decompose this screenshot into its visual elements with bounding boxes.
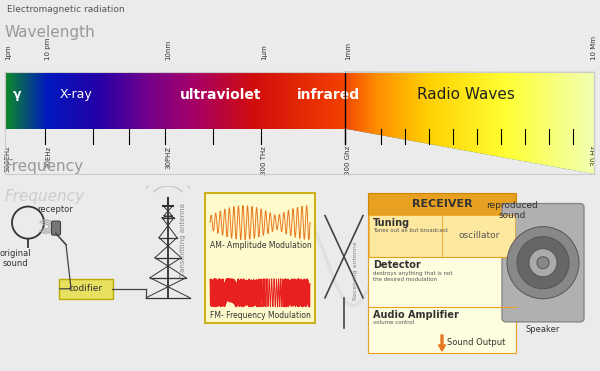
FancyArrow shape <box>439 335 445 351</box>
Text: codifier: codifier <box>69 284 103 293</box>
Text: Transmitting antenna: Transmitting antenna <box>180 203 186 278</box>
FancyBboxPatch shape <box>205 193 315 323</box>
Text: 30EHz: 30EHz <box>45 146 51 168</box>
FancyBboxPatch shape <box>502 204 584 322</box>
Text: 300 Ghz: 300 Ghz <box>345 146 351 175</box>
Text: 1mm: 1mm <box>345 42 351 60</box>
FancyBboxPatch shape <box>52 221 61 235</box>
Text: FM- Frequency Modulation: FM- Frequency Modulation <box>210 311 311 320</box>
Text: Sound Output: Sound Output <box>447 338 505 347</box>
Circle shape <box>529 249 557 277</box>
Text: Frequency: Frequency <box>5 188 85 204</box>
Text: Wavelength: Wavelength <box>5 24 95 40</box>
Text: reproduced
sound: reproduced sound <box>486 201 538 220</box>
FancyBboxPatch shape <box>368 214 516 353</box>
Text: Radio Waves: Radio Waves <box>417 87 515 102</box>
Text: Frequency: Frequency <box>5 159 84 174</box>
Text: oscillator: oscillator <box>458 231 500 240</box>
Text: Tuning: Tuning <box>373 217 410 227</box>
FancyBboxPatch shape <box>369 214 442 257</box>
Circle shape <box>507 227 579 299</box>
Text: original
sound: original sound <box>0 249 31 268</box>
Text: 300EHz: 300EHz <box>5 146 11 173</box>
Text: γ: γ <box>13 88 22 101</box>
Text: Detector: Detector <box>373 260 421 270</box>
FancyBboxPatch shape <box>368 193 516 214</box>
Text: 1μm: 1μm <box>261 44 267 60</box>
Text: AM- Amplitude Modulation: AM- Amplitude Modulation <box>210 241 312 250</box>
FancyBboxPatch shape <box>442 214 515 257</box>
Text: receptor: receptor <box>37 204 73 214</box>
Text: X-ray: X-ray <box>60 88 93 101</box>
Text: infrared: infrared <box>297 88 360 102</box>
Text: Speaker: Speaker <box>526 325 560 334</box>
Text: Electromagnetic radiation: Electromagnetic radiation <box>7 5 125 14</box>
Text: 1pm: 1pm <box>5 44 11 60</box>
Circle shape <box>537 257 549 269</box>
FancyBboxPatch shape <box>59 279 113 299</box>
Text: 300 THz: 300 THz <box>261 146 267 175</box>
Text: Receiving antenna: Receiving antenna <box>353 242 358 300</box>
Text: Audio Amplifier: Audio Amplifier <box>373 310 459 320</box>
Text: 30 Hz: 30 Hz <box>591 146 597 166</box>
Text: destroys anything that is not
the desired modulation: destroys anything that is not the desire… <box>373 271 452 282</box>
Text: RECEIVER: RECEIVER <box>412 198 472 209</box>
Text: 10 pm: 10 pm <box>45 37 51 60</box>
Text: volume control: volume control <box>373 320 414 325</box>
Text: 10 Mm: 10 Mm <box>591 36 597 60</box>
Text: 10nm: 10nm <box>165 39 171 60</box>
Text: 30PHZ: 30PHZ <box>165 146 171 169</box>
Text: ultraviolet: ultraviolet <box>180 88 262 102</box>
Text: Tunes out all but broadcast: Tunes out all but broadcast <box>373 228 448 233</box>
Polygon shape <box>345 72 594 174</box>
Circle shape <box>517 237 569 289</box>
